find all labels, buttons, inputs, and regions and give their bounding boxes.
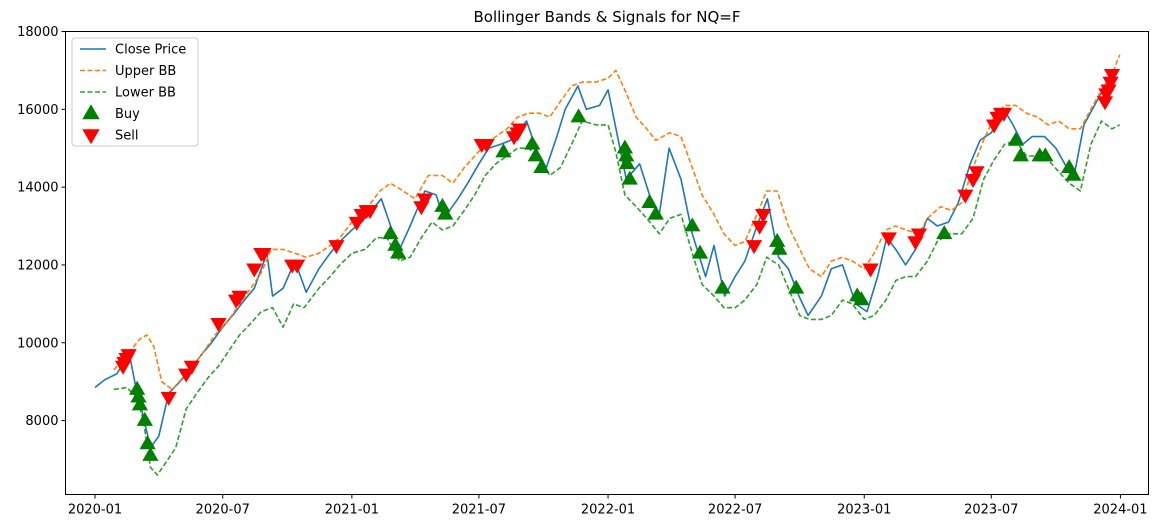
- x-tick-label: 2024-01: [1093, 503, 1147, 518]
- upper-bb-line: [113, 54, 1121, 391]
- plot-frame: [65, 31, 1149, 495]
- buy-signal-marker: [142, 446, 159, 461]
- legend-label-sell: Sell: [115, 129, 138, 144]
- buy-signal-marker: [788, 279, 805, 294]
- sell-signal-marker: [755, 209, 772, 224]
- buy-signal-marker: [1037, 147, 1054, 162]
- chart-title: Bollinger Bands & Signals for NQ=F: [474, 8, 741, 26]
- buy-signal-marker: [771, 240, 788, 255]
- legend-label-upper-bb: Upper BB: [115, 64, 176, 79]
- legend-label-buy: Buy: [115, 107, 140, 122]
- buy-signal-marker: [691, 244, 709, 259]
- sell-signal-marker: [231, 290, 248, 305]
- buy-signal-marker: [131, 396, 149, 411]
- buy-signal-marker: [434, 197, 451, 212]
- buy-signal-marker: [616, 139, 634, 154]
- sell-signal-marker: [862, 263, 879, 278]
- buy-signal-marker: [1065, 166, 1082, 181]
- close-price-line: [94, 69, 1119, 449]
- plot-area: [94, 54, 1121, 476]
- sell-signal-marker: [880, 232, 897, 247]
- sell-signal-marker: [210, 317, 227, 332]
- y-tick-label: 14000: [17, 181, 58, 196]
- sell-signal-marker: [995, 107, 1013, 122]
- buy-signal-marker: [382, 225, 399, 240]
- buy-signal-marker: [495, 143, 512, 158]
- sell-signal-marker: [120, 349, 137, 364]
- buy-signal-marker: [139, 435, 156, 450]
- sell-signal-marker: [416, 193, 433, 208]
- legend-label-lower-bb: Lower BB: [115, 86, 176, 101]
- buy-signal-marker: [936, 225, 953, 240]
- buy-signal-marker: [527, 147, 544, 162]
- sell-signal-marker: [910, 228, 928, 243]
- legend-swatch-buy: [82, 104, 100, 120]
- legend-box: [71, 37, 199, 147]
- buy-signal-marker: [437, 205, 454, 220]
- buy-signal-marker: [647, 205, 664, 220]
- y-tick-label: 8000: [25, 414, 58, 429]
- x-tick-label: 2023-01: [837, 503, 891, 518]
- buy-signal-marker: [390, 244, 407, 259]
- sell-signal-marker: [246, 263, 263, 278]
- y-axis: 8000 10000 12000 14000 16000 18000: [17, 25, 66, 429]
- y-tick-label: 10000: [17, 336, 58, 351]
- legend: Close Price Upper BB Lower BB Buy Sell: [71, 37, 199, 147]
- x-tick-label: 2021-07: [452, 503, 506, 518]
- x-tick-label: 2023-07: [964, 503, 1018, 518]
- sell-signal-marker: [751, 220, 768, 235]
- buy-signal-marker: [641, 194, 658, 209]
- legend-label-close-price: Close Price: [115, 43, 186, 58]
- x-tick-label: 2020-07: [196, 503, 250, 518]
- legend-swatch-sell: [82, 129, 100, 145]
- sell-signal-marker: [511, 123, 528, 138]
- buy-signal-marker: [769, 232, 786, 247]
- sell-signal-marker: [968, 166, 985, 181]
- sell-signal-marker: [1102, 76, 1119, 91]
- y-tick-label: 12000: [17, 258, 58, 273]
- x-tick-label: 2020-01: [68, 503, 122, 518]
- sell-signal-marker: [255, 247, 272, 262]
- sell-signal-marker: [1103, 68, 1121, 83]
- sell-signal-marker: [478, 139, 495, 154]
- buy-signal-marker: [570, 108, 587, 123]
- x-tick-label: 2022-07: [708, 503, 762, 518]
- sell-signal-marker: [160, 391, 177, 406]
- sell-signal-marker: [289, 259, 306, 274]
- sell-signal-marker: [1096, 96, 1114, 111]
- buy-signal-marker: [128, 380, 146, 395]
- buy-signal-marker: [1012, 147, 1029, 162]
- buy-signal-marker: [136, 411, 153, 426]
- buy-signal-marker: [1007, 131, 1024, 146]
- buy-signal-marker: [621, 170, 638, 185]
- y-tick-label: 16000: [17, 103, 58, 118]
- buy-signal-marker: [714, 279, 731, 294]
- sell-signal-marker: [361, 205, 379, 220]
- buy-signal-marker: [684, 217, 701, 232]
- buy-signal-marker: [533, 158, 550, 173]
- sell-signal-marker: [957, 189, 974, 204]
- y-tick-label: 18000: [17, 25, 58, 40]
- sell-signal-marker: [328, 240, 345, 255]
- sell-signal-marker: [183, 360, 200, 375]
- sell-signal-marker: [745, 240, 763, 255]
- sell-signal-marker: [1100, 84, 1117, 99]
- x-tick-label: 2022-01: [581, 503, 635, 518]
- buy-signal-marker: [524, 135, 541, 150]
- buy-signal-marker: [618, 147, 635, 162]
- x-tick-label: 2021-01: [325, 503, 379, 518]
- buy-signal-marker: [618, 155, 636, 170]
- buy-signal-marker: [130, 388, 147, 403]
- buy-signal-marker: [853, 291, 870, 306]
- x-axis: 2020-01 2020-07 2021-01 2021-07 2022-01 2022-…: [68, 494, 1148, 518]
